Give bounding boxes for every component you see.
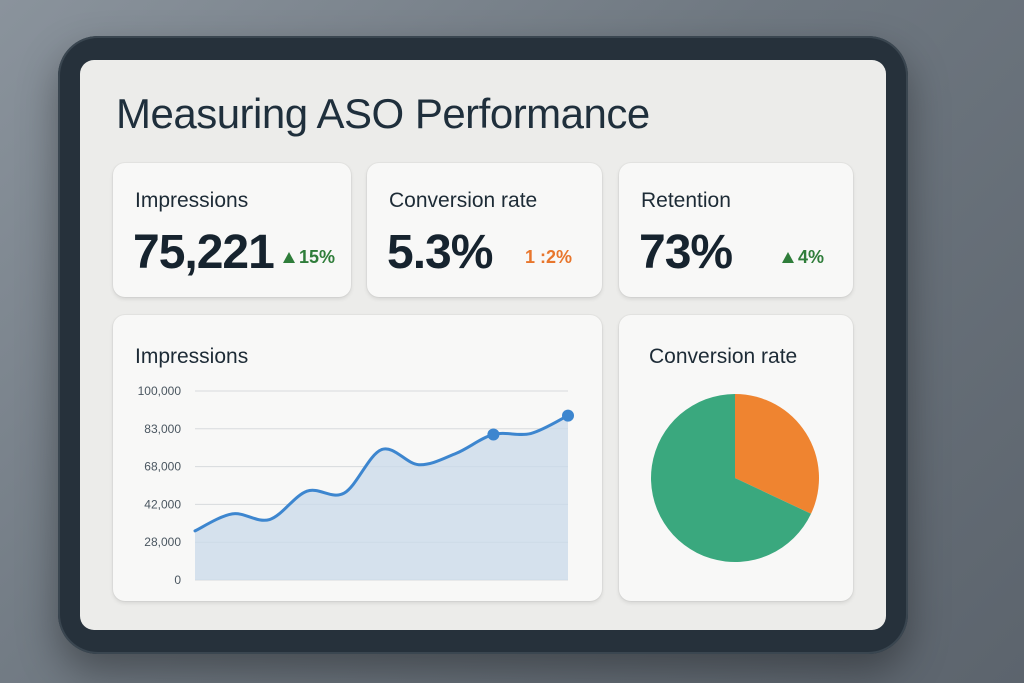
kpi-label: Retention	[641, 189, 731, 212]
kpi-delta-text: 15%	[299, 247, 336, 267]
page-title: Measuring ASO Performance	[116, 90, 650, 137]
pie-slice-green[interactable]	[651, 394, 812, 562]
conversion-chart-card[interactable]: Conversion rate	[619, 315, 853, 601]
impressions-area-chart: 100,000 83,000 68,000 42,000 28,000 0	[138, 384, 574, 587]
dashboard-screen: Measuring ASO Performance Impressions 75…	[80, 60, 886, 630]
chart-title: Conversion rate	[649, 345, 798, 368]
data-point[interactable]	[562, 409, 574, 422]
chart-title: Impressions	[135, 345, 249, 368]
kpi-delta-text: 1 :2%	[525, 247, 573, 267]
trend-up-icon	[782, 252, 794, 263]
kpi-value: 75,221	[133, 226, 275, 279]
impressions-chart-card[interactable]: Impressions 100,000 83,000 68,000 42,000 28,…	[113, 315, 602, 601]
trend-up-icon	[283, 252, 295, 263]
pie-slice-orange[interactable]	[735, 394, 819, 514]
kpi-delta: 4%	[782, 247, 824, 268]
kpi-card-impressions[interactable]: Impressions 75,221 15%	[113, 163, 351, 297]
kpi-value: 5.3%	[387, 226, 493, 279]
data-point[interactable]	[487, 428, 500, 441]
y-tick-label: 28,000	[144, 535, 181, 549]
kpi-delta-text: 4%	[798, 247, 825, 267]
kpi-label: Conversion rate	[389, 189, 538, 212]
kpi-label: Impressions	[135, 189, 249, 212]
kpi-delta: 15%	[283, 247, 335, 268]
y-tick-label: 83,000	[144, 422, 181, 436]
area-fill	[195, 415, 568, 580]
kpi-card-conversion-rate[interactable]: Conversion rate 5.3% 1 :2%	[367, 163, 602, 297]
y-tick-label: 42,000	[144, 497, 181, 511]
y-tick-label: 100,000	[138, 384, 182, 398]
conversion-pie-chart	[651, 394, 819, 562]
kpi-delta: 1 :2%	[525, 247, 572, 268]
y-tick-label: 68,000	[144, 460, 181, 474]
impressions-line	[193, 414, 570, 533]
kpi-value: 73%	[639, 226, 733, 279]
y-tick-label: 0	[174, 573, 181, 587]
kpi-card-retention[interactable]: Retention 73% 4%	[619, 163, 853, 297]
